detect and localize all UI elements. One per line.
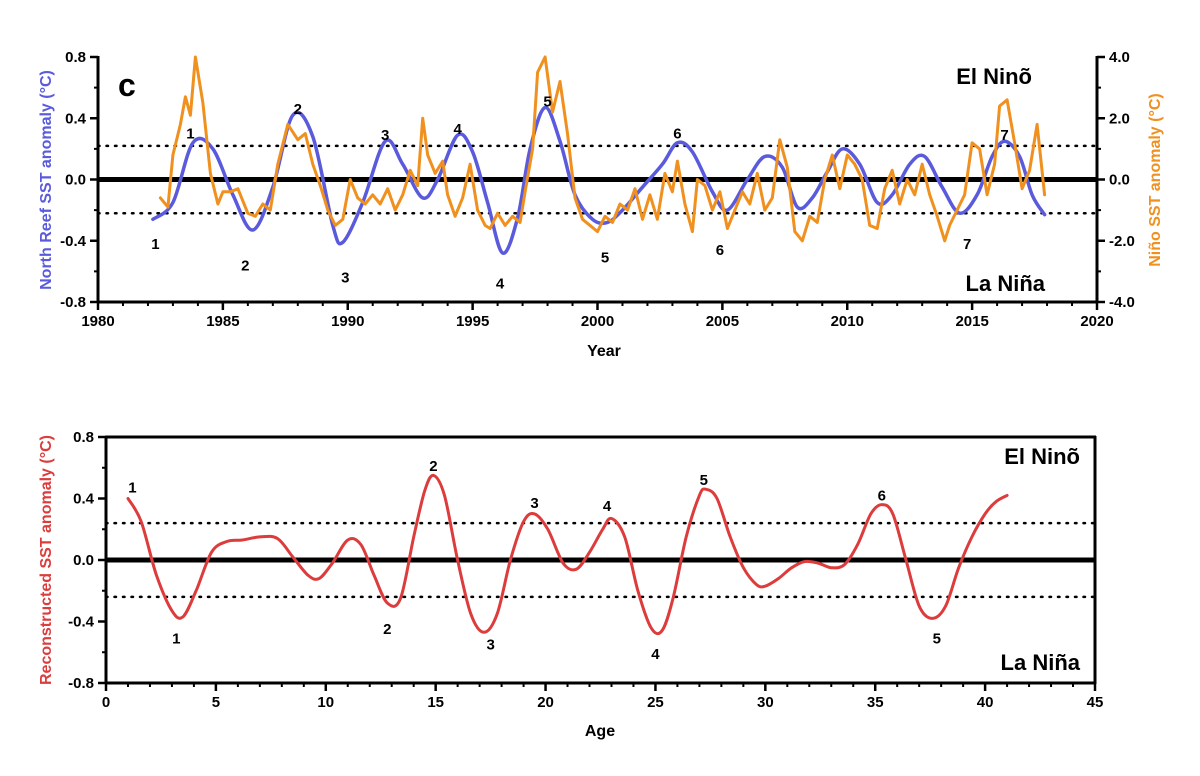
top-right-y-tick-label: -2.0 <box>1109 233 1135 250</box>
bottom-la-nina-label: La Niña <box>1001 650 1081 675</box>
bottom-event-label: 1 <box>128 480 136 497</box>
bottom-x-tick-label: 45 <box>1087 694 1104 711</box>
top-event-label: 2 <box>241 257 249 274</box>
top-left-y-tick-label: -0.4 <box>60 233 87 250</box>
bottom-x-tick-label: 15 <box>427 694 444 711</box>
bottom-el-nino-label: El Ninõ <box>1004 444 1080 469</box>
top-right-y-tick-label: 0.0 <box>1109 172 1130 189</box>
bottom-x-tick-label: 20 <box>537 694 554 711</box>
top-left-y-tick-label: -0.8 <box>60 294 86 311</box>
top-left-y-axis-label: North Reef SST anomaly (°C) <box>38 70 55 290</box>
top-x-tick-label: 1990 <box>331 313 364 330</box>
top-right-y-tick-label: 4.0 <box>1109 49 1130 66</box>
top-event-label: 6 <box>673 126 681 143</box>
bottom-event-label: 3 <box>486 637 494 654</box>
bottom-event-label: 5 <box>933 630 941 647</box>
top-event-label: 4 <box>496 276 505 293</box>
top-x-tick-label: 2005 <box>706 313 739 330</box>
top-event-label: 2 <box>294 101 302 118</box>
bottom-x-axis-label: Age <box>585 723 615 740</box>
top-left-y-tick-label: 0.8 <box>65 49 86 66</box>
bottom-y-axis-label: Reconstructed SST anomaly (°C) <box>38 435 55 685</box>
top-el-nino-label: El Ninõ <box>956 64 1032 89</box>
top-x-tick-label: 1995 <box>456 313 489 330</box>
top-right-y-axis-label: Niño SST anomaly (°C) <box>1147 93 1164 267</box>
nino-sst-series-line <box>158 55 1047 243</box>
top-event-label: 6 <box>716 242 724 259</box>
bottom-y-tick-label: 0.0 <box>73 552 94 569</box>
bottom-x-tick-label: 0 <box>102 694 110 711</box>
top-right-y-tick-label: 2.0 <box>1109 110 1130 127</box>
top-right-y-tick-label: -4.0 <box>1109 294 1135 311</box>
bottom-x-tick-label: 30 <box>757 694 774 711</box>
top-chart-panel: 1 2 3 4 5 6 7 1 2 3 4 5 6 7 1980 1985 1990 1995 2000 2005 2… <box>38 49 1164 360</box>
top-x-tick-label: 1985 <box>206 313 239 330</box>
top-x-tick-label: 2000 <box>581 313 614 330</box>
bottom-x-tick-label: 25 <box>647 694 664 711</box>
bottom-event-label: 5 <box>700 472 708 489</box>
bottom-x-tick-label: 5 <box>212 694 220 711</box>
top-x-tick-label: 2020 <box>1080 313 1113 330</box>
panel-letter: c <box>118 67 136 103</box>
bottom-event-label: 3 <box>530 495 538 512</box>
top-event-label: 5 <box>543 93 551 110</box>
top-event-label: 3 <box>341 270 349 287</box>
top-x-axis-label: Year <box>587 343 621 360</box>
top-event-label: 1 <box>186 126 194 143</box>
reconstructed-sst-series-line <box>126 473 1009 636</box>
top-event-label: 5 <box>601 250 609 267</box>
top-event-label: 4 <box>453 121 462 138</box>
top-event-label: 7 <box>963 236 971 253</box>
bottom-x-tick-label: 35 <box>867 694 884 711</box>
bottom-event-label: 1 <box>172 630 180 647</box>
top-event-label: 7 <box>1000 127 1008 144</box>
bottom-event-label: 4 <box>651 646 660 663</box>
top-x-tick-label: 1980 <box>81 313 114 330</box>
bottom-y-tick-label: 0.4 <box>73 491 95 508</box>
bottom-x-tick-label: 10 <box>317 694 334 711</box>
bottom-y-tick-label: -0.4 <box>68 614 95 631</box>
bottom-x-tick-label: 40 <box>977 694 994 711</box>
top-x-tick-label: 2015 <box>955 313 988 330</box>
bottom-y-tick-label: -0.8 <box>68 675 94 692</box>
top-event-label: 1 <box>151 236 159 253</box>
top-x-tick-label: 2010 <box>831 313 864 330</box>
bottom-event-label: 4 <box>603 498 612 515</box>
top-la-nina-label: La Niña <box>966 271 1046 296</box>
top-left-y-tick-label: 0.0 <box>65 172 86 189</box>
bottom-y-tick-label: 0.8 <box>73 429 94 446</box>
top-event-label: 3 <box>381 127 389 144</box>
bottom-event-label: 2 <box>383 621 391 638</box>
bottom-event-label: 6 <box>878 487 886 504</box>
bottom-event-label: 2 <box>429 458 437 475</box>
top-left-y-tick-label: 0.4 <box>65 110 87 127</box>
